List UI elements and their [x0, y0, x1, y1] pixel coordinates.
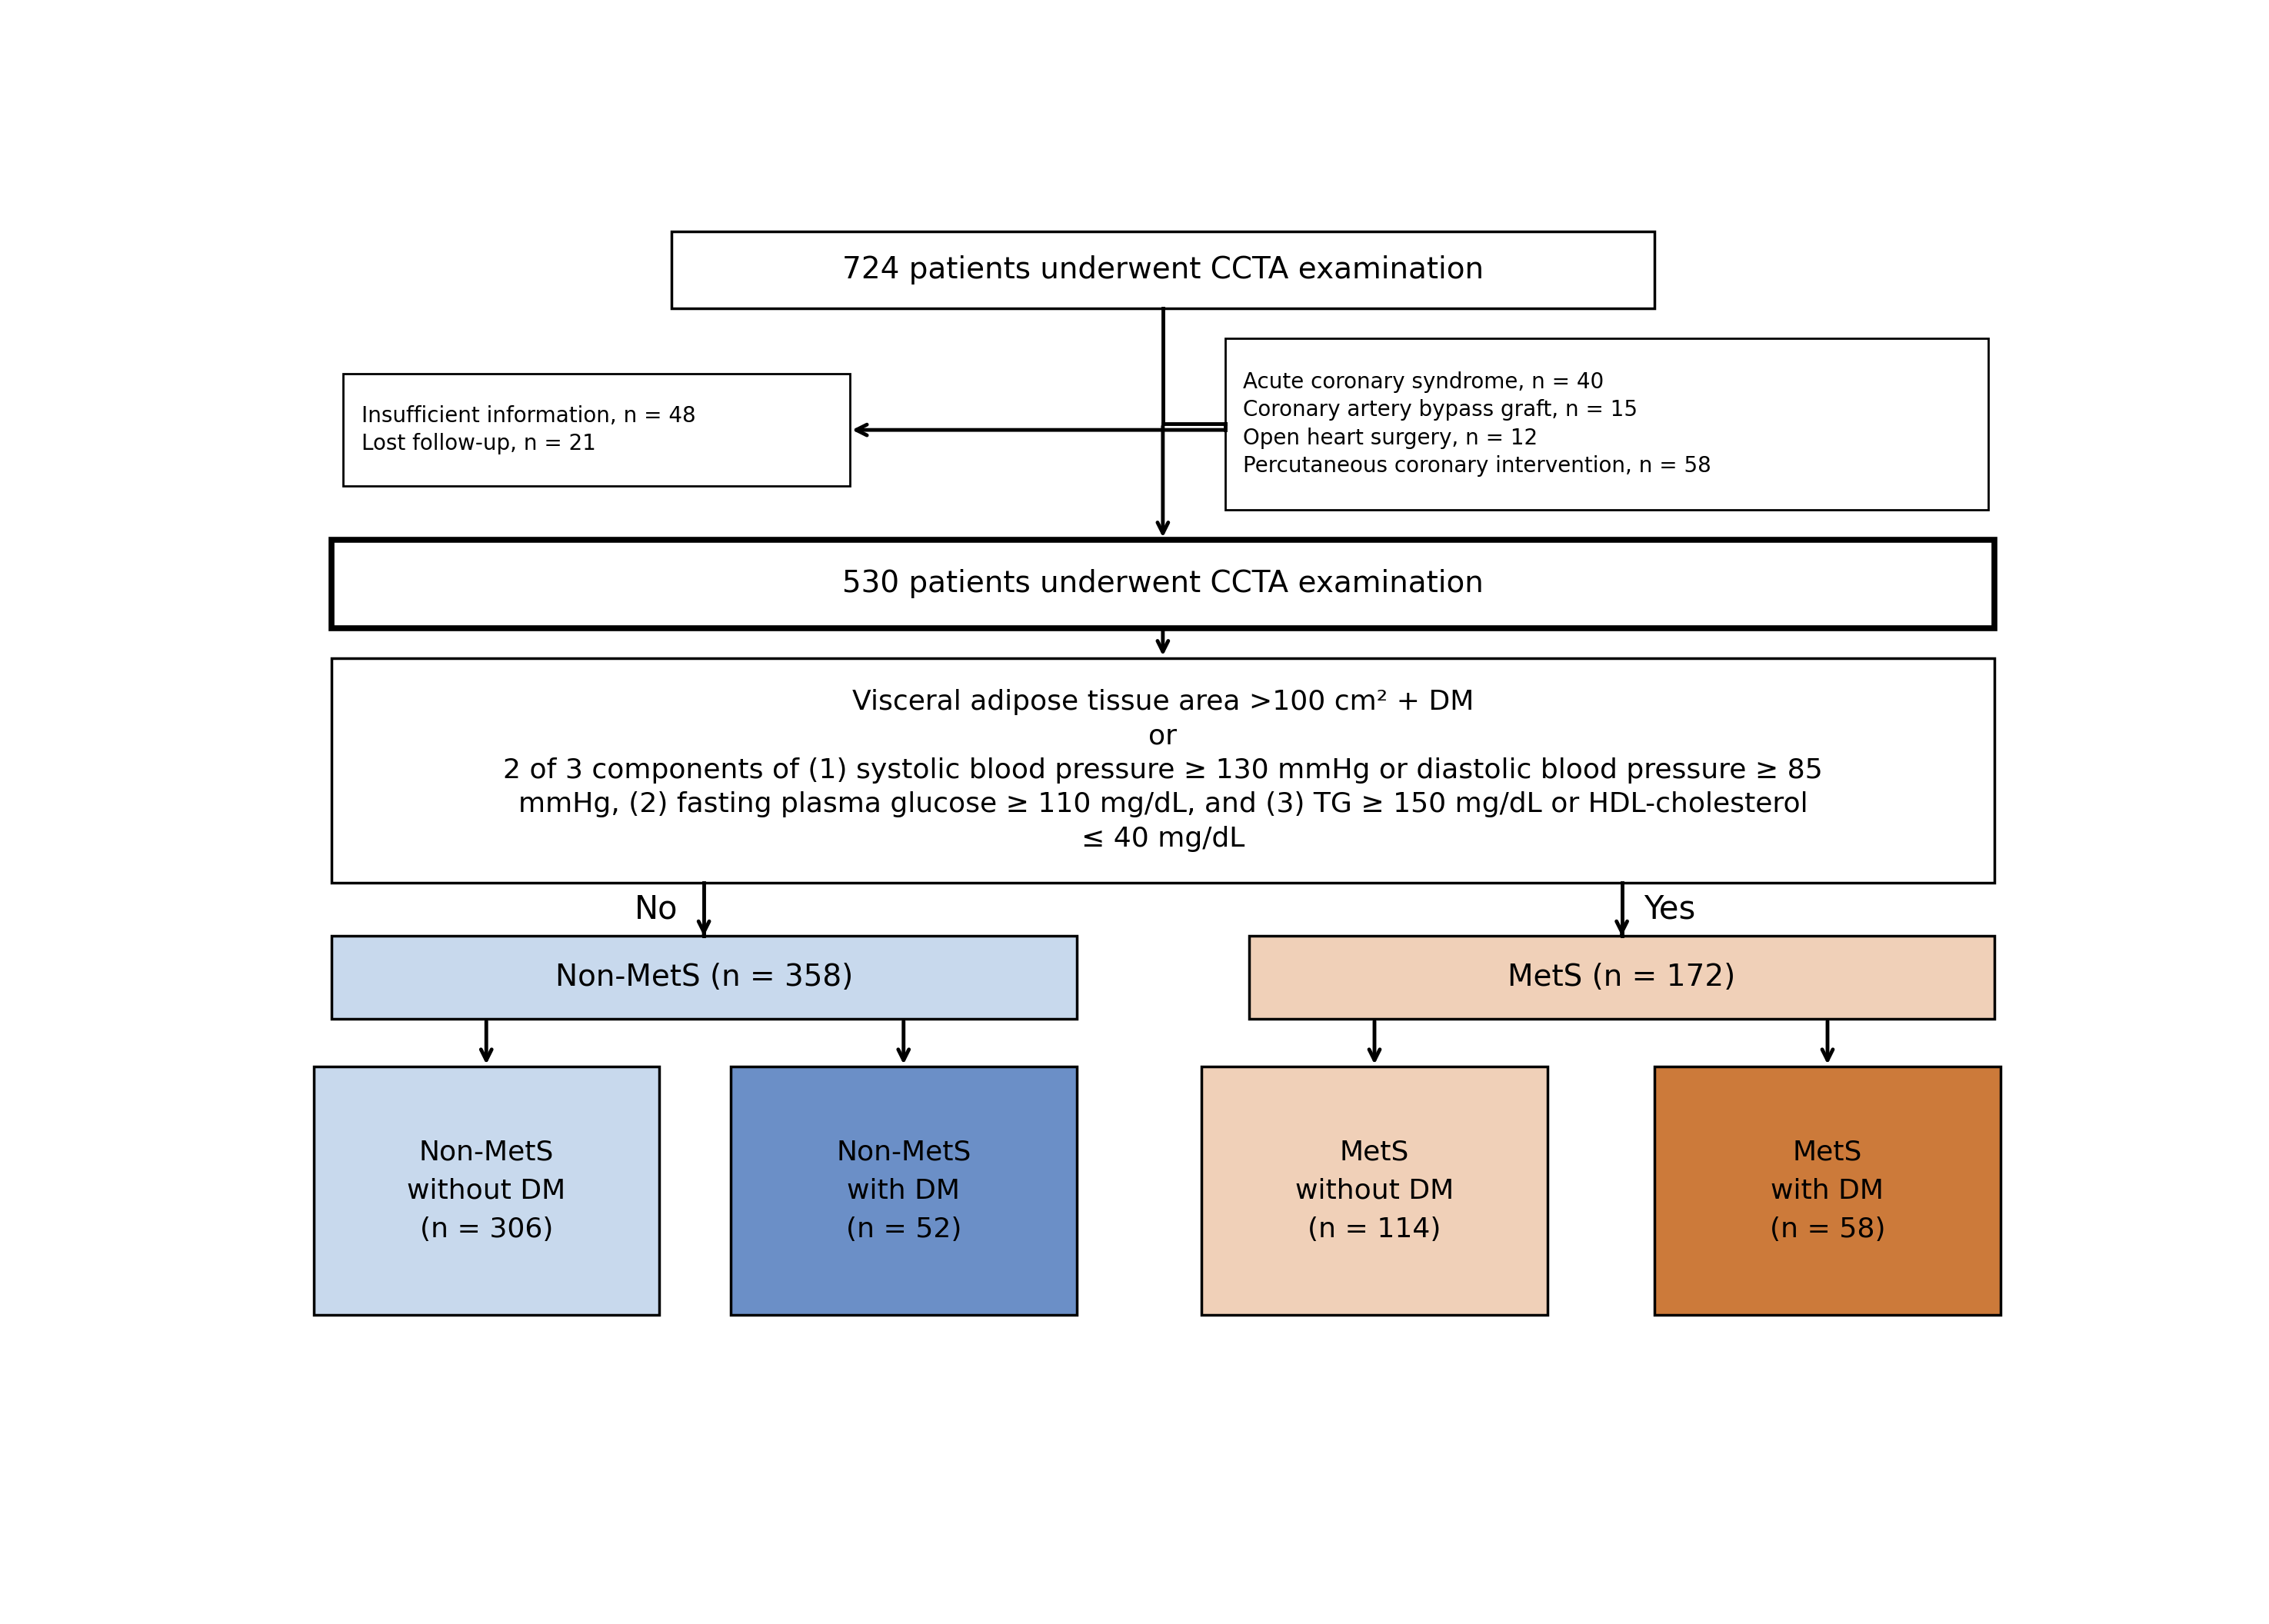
Text: (n = 114): (n = 114)	[1307, 1216, 1441, 1242]
FancyBboxPatch shape	[1654, 1067, 2001, 1315]
Text: Coronary artery bypass graft, n = 15: Coronary artery bypass graft, n = 15	[1243, 400, 1638, 421]
FancyBboxPatch shape	[1203, 1067, 1547, 1315]
Text: MetS: MetS	[1339, 1138, 1409, 1166]
Text: ≤ 40 mg/dL: ≤ 40 mg/dL	[1082, 825, 1243, 853]
Text: MetS (n = 172): MetS (n = 172)	[1509, 963, 1736, 992]
Text: Yes: Yes	[1643, 893, 1695, 926]
Text: Insufficient information, n = 48: Insufficient information, n = 48	[361, 406, 694, 427]
Text: Open heart surgery, n = 12: Open heart surgery, n = 12	[1243, 427, 1538, 448]
Text: Acute coronary syndrome, n = 40: Acute coronary syndrome, n = 40	[1243, 372, 1604, 393]
FancyBboxPatch shape	[331, 658, 1994, 883]
Text: Lost follow-up, n = 21: Lost follow-up, n = 21	[361, 434, 594, 455]
Text: Non-MetS: Non-MetS	[420, 1138, 554, 1166]
FancyBboxPatch shape	[1225, 338, 1988, 510]
Text: 2 of 3 components of (1) systolic blood pressure ≥ 130 mmHg or diastolic blood p: 2 of 3 components of (1) systolic blood …	[504, 757, 1822, 783]
Text: (n = 58): (n = 58)	[1770, 1216, 1886, 1242]
FancyBboxPatch shape	[331, 935, 1076, 1020]
FancyBboxPatch shape	[672, 232, 1654, 309]
FancyBboxPatch shape	[313, 1067, 660, 1315]
Text: with DM: with DM	[846, 1177, 960, 1203]
Text: without DM: without DM	[406, 1177, 565, 1203]
Text: or: or	[1148, 723, 1178, 749]
Text: Visceral adipose tissue area >100 cm² + DM: Visceral adipose tissue area >100 cm² + …	[851, 689, 1475, 715]
FancyBboxPatch shape	[331, 539, 1994, 628]
Text: (n = 52): (n = 52)	[846, 1216, 962, 1242]
Text: without DM: without DM	[1296, 1177, 1454, 1203]
FancyBboxPatch shape	[1250, 935, 1994, 1020]
Text: Non-MetS: Non-MetS	[835, 1138, 971, 1166]
Text: Non-MetS (n = 358): Non-MetS (n = 358)	[556, 963, 853, 992]
Text: No: No	[635, 893, 678, 926]
Text: with DM: with DM	[1772, 1177, 1883, 1203]
FancyBboxPatch shape	[731, 1067, 1076, 1315]
Text: 724 patients underwent CCTA examination: 724 patients underwent CCTA examination	[842, 255, 1484, 284]
Text: MetS: MetS	[1793, 1138, 1863, 1166]
Text: Percutaneous coronary intervention, n = 58: Percutaneous coronary intervention, n = …	[1243, 455, 1711, 477]
Text: mmHg, (2) fasting plasma glucose ≥ 110 mg/dL, and (3) TG ≥ 150 mg/dL or HDL-chol: mmHg, (2) fasting plasma glucose ≥ 110 m…	[517, 791, 1808, 817]
FancyBboxPatch shape	[343, 374, 851, 486]
Text: 530 patients underwent CCTA examination: 530 patients underwent CCTA examination	[842, 570, 1484, 599]
Text: (n = 306): (n = 306)	[420, 1216, 554, 1242]
